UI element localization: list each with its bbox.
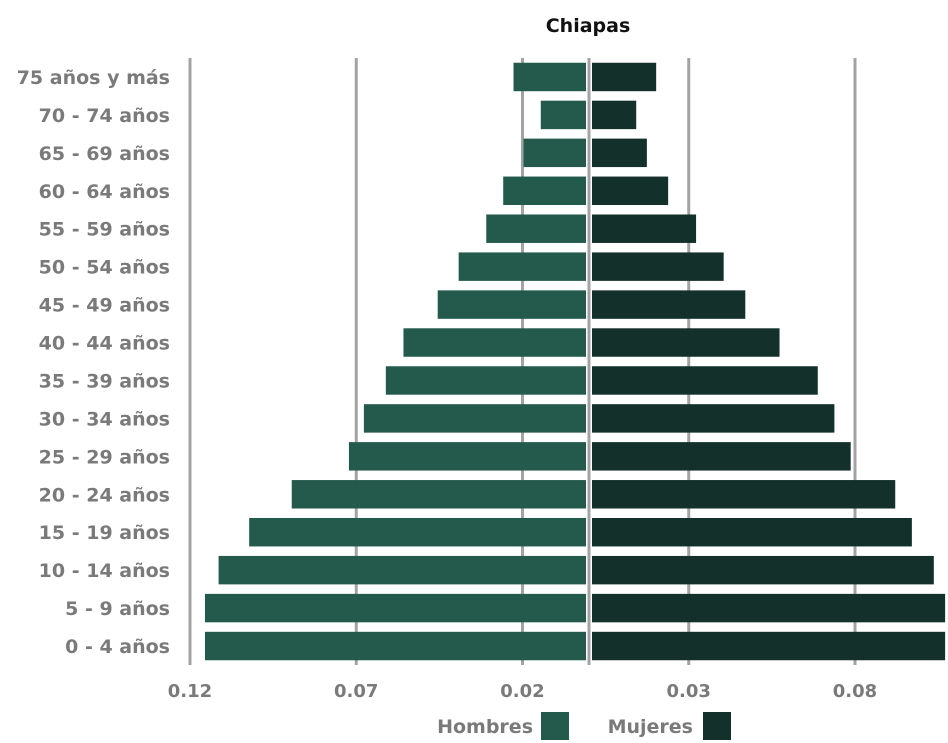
bar-mujeres [592,328,780,357]
bar-hombres [204,631,586,661]
bar-hombres [458,252,586,281]
legend-label-hombres: Hombres [437,716,533,738]
category-label: 75 años y más [17,67,170,89]
chart-title: Chiapas [546,15,631,37]
category-label: 40 - 44 años [39,333,170,355]
legend: Hombres Mujeres [437,712,731,740]
bar-hombres [513,62,586,92]
bar-mujeres [592,480,896,509]
bar-hombres [204,593,586,623]
bar-mujeres [592,290,746,319]
x-tick-label: 0.08 [833,681,877,702]
category-label: 45 - 49 años [39,295,170,317]
bar-hombres [291,480,586,509]
bar-hombres [218,555,586,585]
bar-mujeres [592,366,818,395]
bar-hombres [523,138,586,168]
x-tick-labels: 0.12 0.07 0.02 0.03 0.08 [168,681,877,702]
legend-label-mujeres: Mujeres [608,716,693,738]
bar-hombres [503,176,586,206]
bar-mujeres [592,555,934,585]
category-label: 10 - 14 años [39,560,170,582]
bar-mujeres [592,442,851,471]
category-label: 55 - 59 años [39,219,170,241]
bar-hombres [363,404,586,433]
legend-swatch-hombres [541,712,569,740]
category-label: 70 - 74 años [39,105,170,127]
bar-hombres [437,290,586,319]
category-label: 0 - 4 años [65,636,170,658]
category-label: 60 - 64 años [39,181,170,203]
category-labels: 75 años y más 70 - 74 años 65 - 69 años 60 … [17,67,170,658]
category-label: 35 - 39 años [39,370,170,392]
bar-hombres [403,328,586,357]
legend-swatch-mujeres [703,712,731,740]
category-label: 50 - 54 años [39,257,170,279]
bar-mujeres [592,214,697,243]
bar-hombres [486,214,586,243]
bar-mujeres [592,517,912,547]
x-tick-label: 0.07 [334,681,378,702]
bar-hombres [385,366,586,395]
bar-mujeres [592,252,724,281]
bar-hombres [249,517,587,547]
x-tick-label: 0.12 [168,681,212,702]
bar-mujeres [592,138,647,168]
category-label: 15 - 19 años [39,522,170,544]
bar-mujeres [592,100,637,130]
category-label: 30 - 34 años [39,408,170,430]
bar-hombres [540,100,586,130]
category-label: 65 - 69 años [39,143,170,165]
bar-mujeres [592,404,835,433]
bar-mujeres [592,176,669,206]
bar-mujeres [592,631,946,661]
x-tick-label: 0.03 [667,681,711,702]
x-tick-label: 0.02 [500,681,544,702]
category-label: 5 - 9 años [65,598,170,620]
bar-mujeres [592,62,657,92]
category-label: 20 - 24 años [39,484,170,506]
bar-mujeres [592,593,946,623]
bar-hombres [348,442,586,471]
bars-group [204,62,946,661]
category-label: 25 - 29 años [39,446,170,468]
